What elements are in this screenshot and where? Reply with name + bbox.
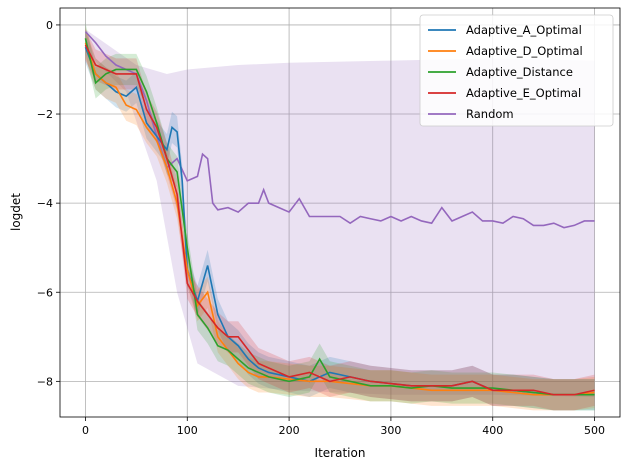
band-adaptive-distance <box>85 22 595 411</box>
line-random <box>84 31 595 229</box>
legend-label: Adaptive_A_Optimal <box>466 23 582 37</box>
axis-ticks: 0 100 200 300 400 500 0 −2 −4 −6 −8 <box>37 19 605 437</box>
legend-label: Adaptive_E_Optimal <box>466 86 581 100</box>
y-tick-label: −8 <box>37 375 53 388</box>
y-tick-label: −6 <box>37 286 53 299</box>
x-tick-label: 200 <box>279 424 300 437</box>
plot-frame <box>59 7 621 418</box>
line-adaptive-distance <box>84 38 595 396</box>
y-tick-label: 0 <box>46 19 53 32</box>
y-axis-label: logdet <box>9 193 23 231</box>
legend-label: Random <box>466 107 514 121</box>
legend-label: Adaptive_D_Optimal <box>466 44 583 58</box>
x-axis-label: Iteration <box>315 446 366 460</box>
line-adaptive-d-optimal <box>84 42 595 396</box>
legend-label: Adaptive_Distance <box>466 65 573 79</box>
x-tick-label: 500 <box>584 424 605 437</box>
y-tick-label: −2 <box>37 108 53 121</box>
x-tick-label: 400 <box>482 424 503 437</box>
x-tick-label: 300 <box>380 424 401 437</box>
legend-box <box>419 14 614 127</box>
x-tick-label: 0 <box>82 424 89 437</box>
line-adaptive-e-optimal <box>84 44 595 396</box>
y-tick-label: −4 <box>37 197 53 210</box>
x-tick-label: 100 <box>177 424 198 437</box>
legend: Adaptive_A_Optimal Adaptive_D_Optimal Adap… <box>419 14 614 127</box>
series-lines <box>84 31 595 396</box>
